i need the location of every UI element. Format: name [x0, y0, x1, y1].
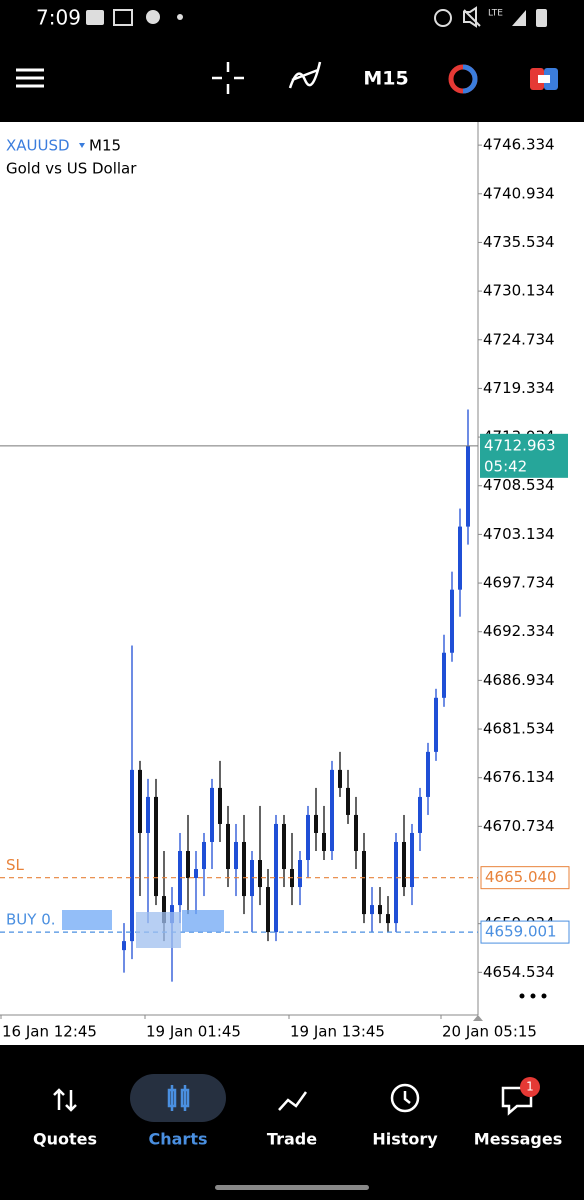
candle-body: [330, 769, 334, 851]
bottom-nav: [0, 1045, 584, 1200]
price-countdown: 05:42: [484, 457, 527, 475]
level-box: [480, 866, 570, 890]
candle-body: [370, 905, 374, 915]
candle-body: [450, 589, 454, 653]
candle-body: [274, 823, 278, 933]
candle-body: [298, 860, 302, 888]
timeframe-button[interactable]: M15: [363, 68, 408, 90]
level-value: 4665.040: [485, 868, 557, 886]
symbol-dropdown[interactable]: [79, 143, 85, 148]
y-tick-label: 4681.534: [483, 720, 555, 738]
axis-corner: [473, 1015, 483, 1021]
y-tick-label: 4676.134: [483, 768, 555, 786]
candle-body: [418, 796, 422, 833]
badge-count: 1: [526, 1080, 534, 1094]
chart-symbol[interactable]: XAUUSD: [6, 137, 70, 155]
x-tick-label: 16 Jan 12:45: [2, 1023, 97, 1041]
candle-body: [122, 941, 126, 951]
y-tick-label: 4724.734: [483, 330, 555, 348]
active-pill: [130, 1074, 226, 1122]
y-tick-label: 4703.134: [483, 525, 555, 543]
y-tick-label: 4692.334: [483, 622, 555, 640]
level-label: SL: [6, 856, 25, 874]
status-icons: [86, 6, 547, 28]
chart-subtitle: Gold vs US Dollar: [6, 160, 137, 178]
candle-body: [154, 796, 158, 897]
x-tick-label: 19 Jan 01:45: [146, 1023, 241, 1041]
candle-body: [362, 850, 366, 915]
candle-body: [202, 841, 206, 870]
candle-body: [314, 814, 318, 833]
x-tick-label: 19 Jan 13:45: [290, 1023, 385, 1041]
candle-body: [146, 796, 150, 833]
y-tick-label: 4746.334: [483, 136, 555, 154]
y-tick-label: 4719.334: [483, 379, 555, 397]
candle-body: [442, 652, 446, 698]
candle-body: [458, 526, 462, 590]
y-tick-label: 4708.534: [483, 476, 555, 494]
x-tick-label: 20 Jan 05:15: [442, 1023, 537, 1041]
candle-body: [242, 841, 246, 897]
candle-body: [402, 841, 406, 888]
y-tick-label: 4740.934: [483, 184, 555, 202]
candle-body: [138, 769, 142, 833]
status-network: LTE: [488, 9, 503, 19]
chart-timeframe: M15: [89, 137, 121, 155]
nav-label[interactable]: History: [372, 1130, 438, 1149]
candle-body: [386, 914, 390, 924]
candle-body: [426, 751, 430, 797]
nav-label[interactable]: Quotes: [33, 1130, 97, 1149]
more-button[interactable]: [519, 993, 547, 999]
candle-body: [378, 905, 382, 915]
price-box: [480, 433, 568, 478]
y-tick-label: 4697.734: [483, 574, 555, 592]
candle-body: [186, 850, 190, 879]
nav-icons: [53, 1083, 533, 1116]
candle-body: [226, 823, 230, 870]
indicators-button[interactable]: [288, 61, 322, 89]
level-box: [480, 920, 570, 944]
chart: 4746.334 4740.934 4735.534 4730.134 4724.734…: [0, 136, 570, 1041]
candle-body: [234, 841, 238, 870]
y-tick-label: 4654.534: [483, 963, 555, 981]
y-tick-label: 4730.134: [483, 282, 555, 300]
candle-body: [266, 887, 270, 933]
home-indicator[interactable]: [215, 1185, 369, 1190]
trade-button[interactable]: [448, 64, 478, 94]
y-tick-label: 4735.534: [483, 233, 555, 251]
badge: [520, 1077, 540, 1097]
candle-body: [306, 814, 310, 861]
candle-body: [258, 860, 262, 888]
nav-label[interactable]: Trade: [267, 1130, 317, 1149]
level-label: BUY 0.: [6, 911, 56, 929]
candle-body: [410, 832, 414, 888]
level-value: 4659.001: [485, 923, 557, 941]
candle-body: [394, 841, 398, 924]
menu-button[interactable]: [16, 68, 44, 88]
candle-body: [338, 769, 342, 788]
price-value: 4712.963: [484, 436, 556, 454]
status-time: 7:09: [36, 6, 81, 30]
y-tick-label: 4670.734: [483, 817, 555, 835]
nav-label[interactable]: Messages: [474, 1130, 562, 1149]
candle-body: [130, 769, 134, 942]
candle-body: [322, 832, 326, 851]
candle-body: [346, 787, 350, 815]
candle-body: [354, 814, 358, 851]
objects-button[interactable]: [530, 68, 558, 90]
candle-body: [162, 896, 166, 924]
nav-label[interactable]: Charts: [149, 1130, 208, 1149]
candle-body: [434, 697, 438, 752]
y-tick-label: 4686.934: [483, 671, 555, 689]
crosshair-button[interactable]: [212, 62, 244, 94]
candle-body: [194, 869, 198, 879]
candle-body: [210, 787, 214, 842]
blurred-order-area: [62, 910, 224, 948]
candle-body: [218, 787, 222, 824]
candle-body: [466, 445, 470, 527]
candle-body: [282, 823, 286, 870]
